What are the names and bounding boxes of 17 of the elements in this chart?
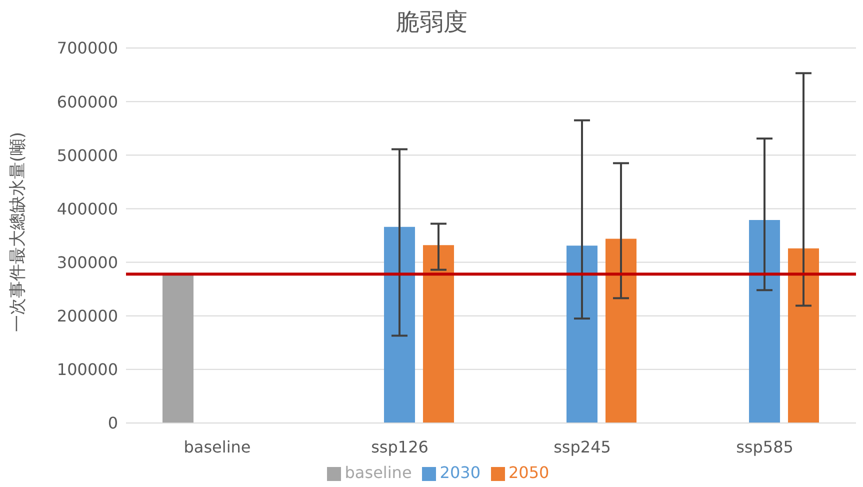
x-tick-label: ssp126 <box>371 437 428 456</box>
legend-label: baseline <box>344 463 412 482</box>
y-tick-label: 700000 <box>56 38 118 58</box>
y-tick-label: 500000 <box>56 146 118 165</box>
legend-label: 2030 <box>440 463 480 482</box>
y-tick-label: 300000 <box>56 252 118 272</box>
x-tick-label: ssp245 <box>554 437 611 456</box>
y-tick-label: 100000 <box>56 360 118 380</box>
y-tick-label: 0 <box>108 414 118 433</box>
legend-label: 2050 <box>508 463 550 482</box>
y-tick-label: 400000 <box>56 199 118 218</box>
x-tick-label: baseline <box>184 437 251 456</box>
y-axis-title: 一次事件最大總缺水量(噸) <box>7 132 29 332</box>
x-tick-label: ssp585 <box>736 437 794 456</box>
chart-title: 脆弱度 <box>394 7 468 38</box>
y-tick-label: 600000 <box>56 92 118 112</box>
y-tick-label: 200000 <box>56 306 118 326</box>
